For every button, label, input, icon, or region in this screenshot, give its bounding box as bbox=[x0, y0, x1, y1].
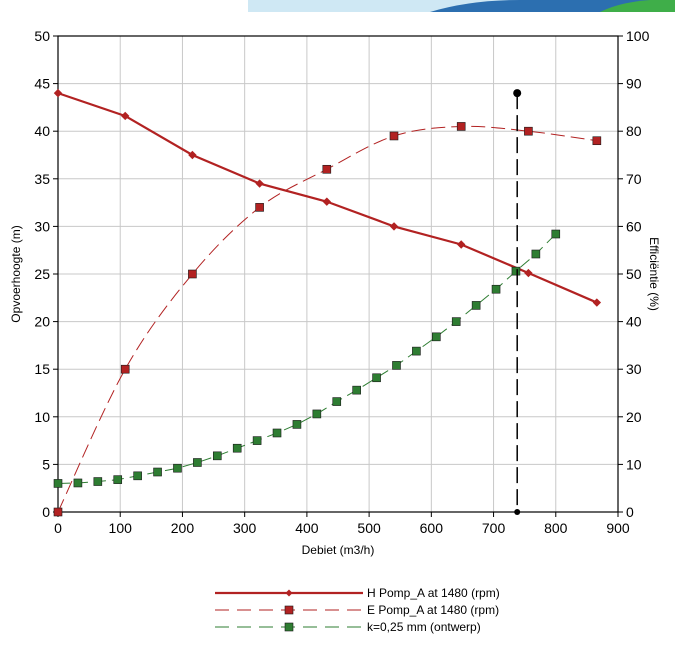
y-tick-label: 0 bbox=[42, 504, 50, 520]
y-tick-label: 50 bbox=[34, 28, 50, 44]
data-point-square bbox=[232, 443, 242, 453]
y-axis-title: Opvoerhoogte (m) bbox=[9, 225, 23, 322]
operating-point-bottom-marker bbox=[514, 509, 521, 515]
data-point-square bbox=[511, 266, 521, 276]
data-point-diamond bbox=[53, 88, 63, 98]
data-point-square bbox=[255, 203, 264, 212]
annotation-layer bbox=[513, 89, 522, 515]
data-point-square bbox=[133, 471, 142, 481]
data-point-diamond bbox=[389, 222, 399, 231]
data-point-square bbox=[372, 373, 381, 383]
data-point-square bbox=[322, 164, 332, 174]
y-tick-label: 40 bbox=[34, 123, 50, 139]
data-point-square bbox=[188, 269, 197, 279]
x-tick-label: 0 bbox=[54, 520, 62, 536]
y2-tick-label: 90 bbox=[626, 76, 642, 92]
legend-marker-diamond bbox=[285, 589, 293, 597]
data-point-square bbox=[292, 420, 302, 429]
data-point-square bbox=[153, 467, 162, 477]
x-tick-label: 100 bbox=[109, 520, 133, 536]
x-tick-label: 400 bbox=[295, 520, 319, 536]
data-point-square bbox=[432, 332, 441, 342]
x-tick-label: 700 bbox=[482, 520, 506, 536]
y-tick-label: 15 bbox=[34, 361, 50, 377]
data-point-square bbox=[389, 131, 399, 141]
data-point-diamond bbox=[592, 298, 602, 307]
data-point-square bbox=[531, 249, 541, 259]
data-point-diamond bbox=[524, 268, 533, 278]
data-point-square bbox=[73, 478, 83, 488]
x-tick-label: 900 bbox=[606, 520, 630, 536]
y-tick-label: 5 bbox=[42, 456, 50, 472]
data-point-square bbox=[93, 477, 103, 486]
y-tick-label: 45 bbox=[34, 76, 50, 92]
data-point-diamond bbox=[255, 179, 264, 188]
y2-tick-label: 60 bbox=[626, 218, 642, 234]
data-point-square bbox=[53, 507, 63, 517]
data-point-square bbox=[456, 122, 466, 131]
data-point-square bbox=[252, 436, 262, 445]
grid bbox=[58, 36, 618, 512]
data-point-diamond bbox=[456, 240, 466, 249]
data-point-square bbox=[392, 361, 401, 370]
y2-tick-label: 50 bbox=[626, 266, 642, 282]
data-point-square bbox=[120, 364, 130, 374]
y2-axis-title: Efficiëntie (%) bbox=[647, 237, 661, 311]
y-tick-label: 20 bbox=[34, 314, 50, 330]
y2-tick-label: 80 bbox=[626, 123, 642, 139]
data-point-square bbox=[312, 409, 322, 419]
y2-tick-label: 10 bbox=[626, 456, 642, 472]
data-point-square bbox=[451, 317, 461, 326]
y2-tick-label: 30 bbox=[626, 361, 642, 377]
plot-frame bbox=[57, 35, 619, 513]
x-tick-label: 500 bbox=[357, 520, 381, 536]
data-point-diamond bbox=[188, 150, 197, 160]
data-point-square bbox=[491, 284, 501, 294]
axes bbox=[53, 35, 623, 517]
y-tick-label: 30 bbox=[34, 218, 50, 234]
x-tick-label: 800 bbox=[544, 520, 568, 536]
operating-point-top-marker bbox=[513, 89, 522, 98]
x-tick-label: 300 bbox=[233, 520, 257, 536]
x-tick-label: 600 bbox=[420, 520, 444, 536]
y2-tick-label: 100 bbox=[626, 28, 650, 44]
y-tick-label: 35 bbox=[34, 171, 50, 187]
data-point-square bbox=[412, 346, 421, 356]
legend-marker-square bbox=[284, 605, 294, 615]
y-tick-label: 10 bbox=[34, 409, 50, 425]
data-point-square bbox=[193, 458, 202, 467]
y2-tick-label: 0 bbox=[626, 504, 634, 520]
background-fragment bbox=[248, 0, 675, 12]
legend-marker-square bbox=[284, 622, 294, 632]
data-point-square bbox=[272, 428, 282, 438]
data-point-diamond bbox=[120, 111, 130, 121]
series-line-2 bbox=[57, 125, 597, 513]
data-point-diamond bbox=[322, 197, 332, 206]
y2-tick-label: 40 bbox=[626, 314, 642, 330]
series-layer bbox=[53, 88, 602, 517]
data-point-square bbox=[471, 301, 481, 310]
data-point-square bbox=[352, 385, 361, 395]
legend-label: k=0,25 mm (ontwerp) bbox=[367, 620, 481, 634]
data-point-square bbox=[332, 397, 342, 406]
data-point-square bbox=[173, 463, 182, 473]
legend-label: H Pomp_A at 1480 (rpm) bbox=[367, 586, 500, 600]
data-point-square bbox=[113, 475, 123, 484]
data-point-square bbox=[212, 451, 222, 461]
legend: H Pomp_A at 1480 (rpm) E Pomp_A at 1480 (… bbox=[215, 586, 500, 634]
y-tick-label: 25 bbox=[34, 266, 50, 282]
data-point-square bbox=[592, 136, 602, 146]
y2-tick-label: 70 bbox=[626, 171, 642, 187]
data-point-square bbox=[524, 126, 533, 136]
data-point-square bbox=[53, 479, 63, 488]
x-tick-label: 200 bbox=[171, 520, 195, 536]
data-point-square bbox=[551, 229, 561, 239]
legend-label: E Pomp_A at 1480 (rpm) bbox=[367, 603, 499, 617]
x-axis-title: Debiet (m3/h) bbox=[302, 543, 375, 557]
y2-tick-label: 20 bbox=[626, 409, 642, 425]
